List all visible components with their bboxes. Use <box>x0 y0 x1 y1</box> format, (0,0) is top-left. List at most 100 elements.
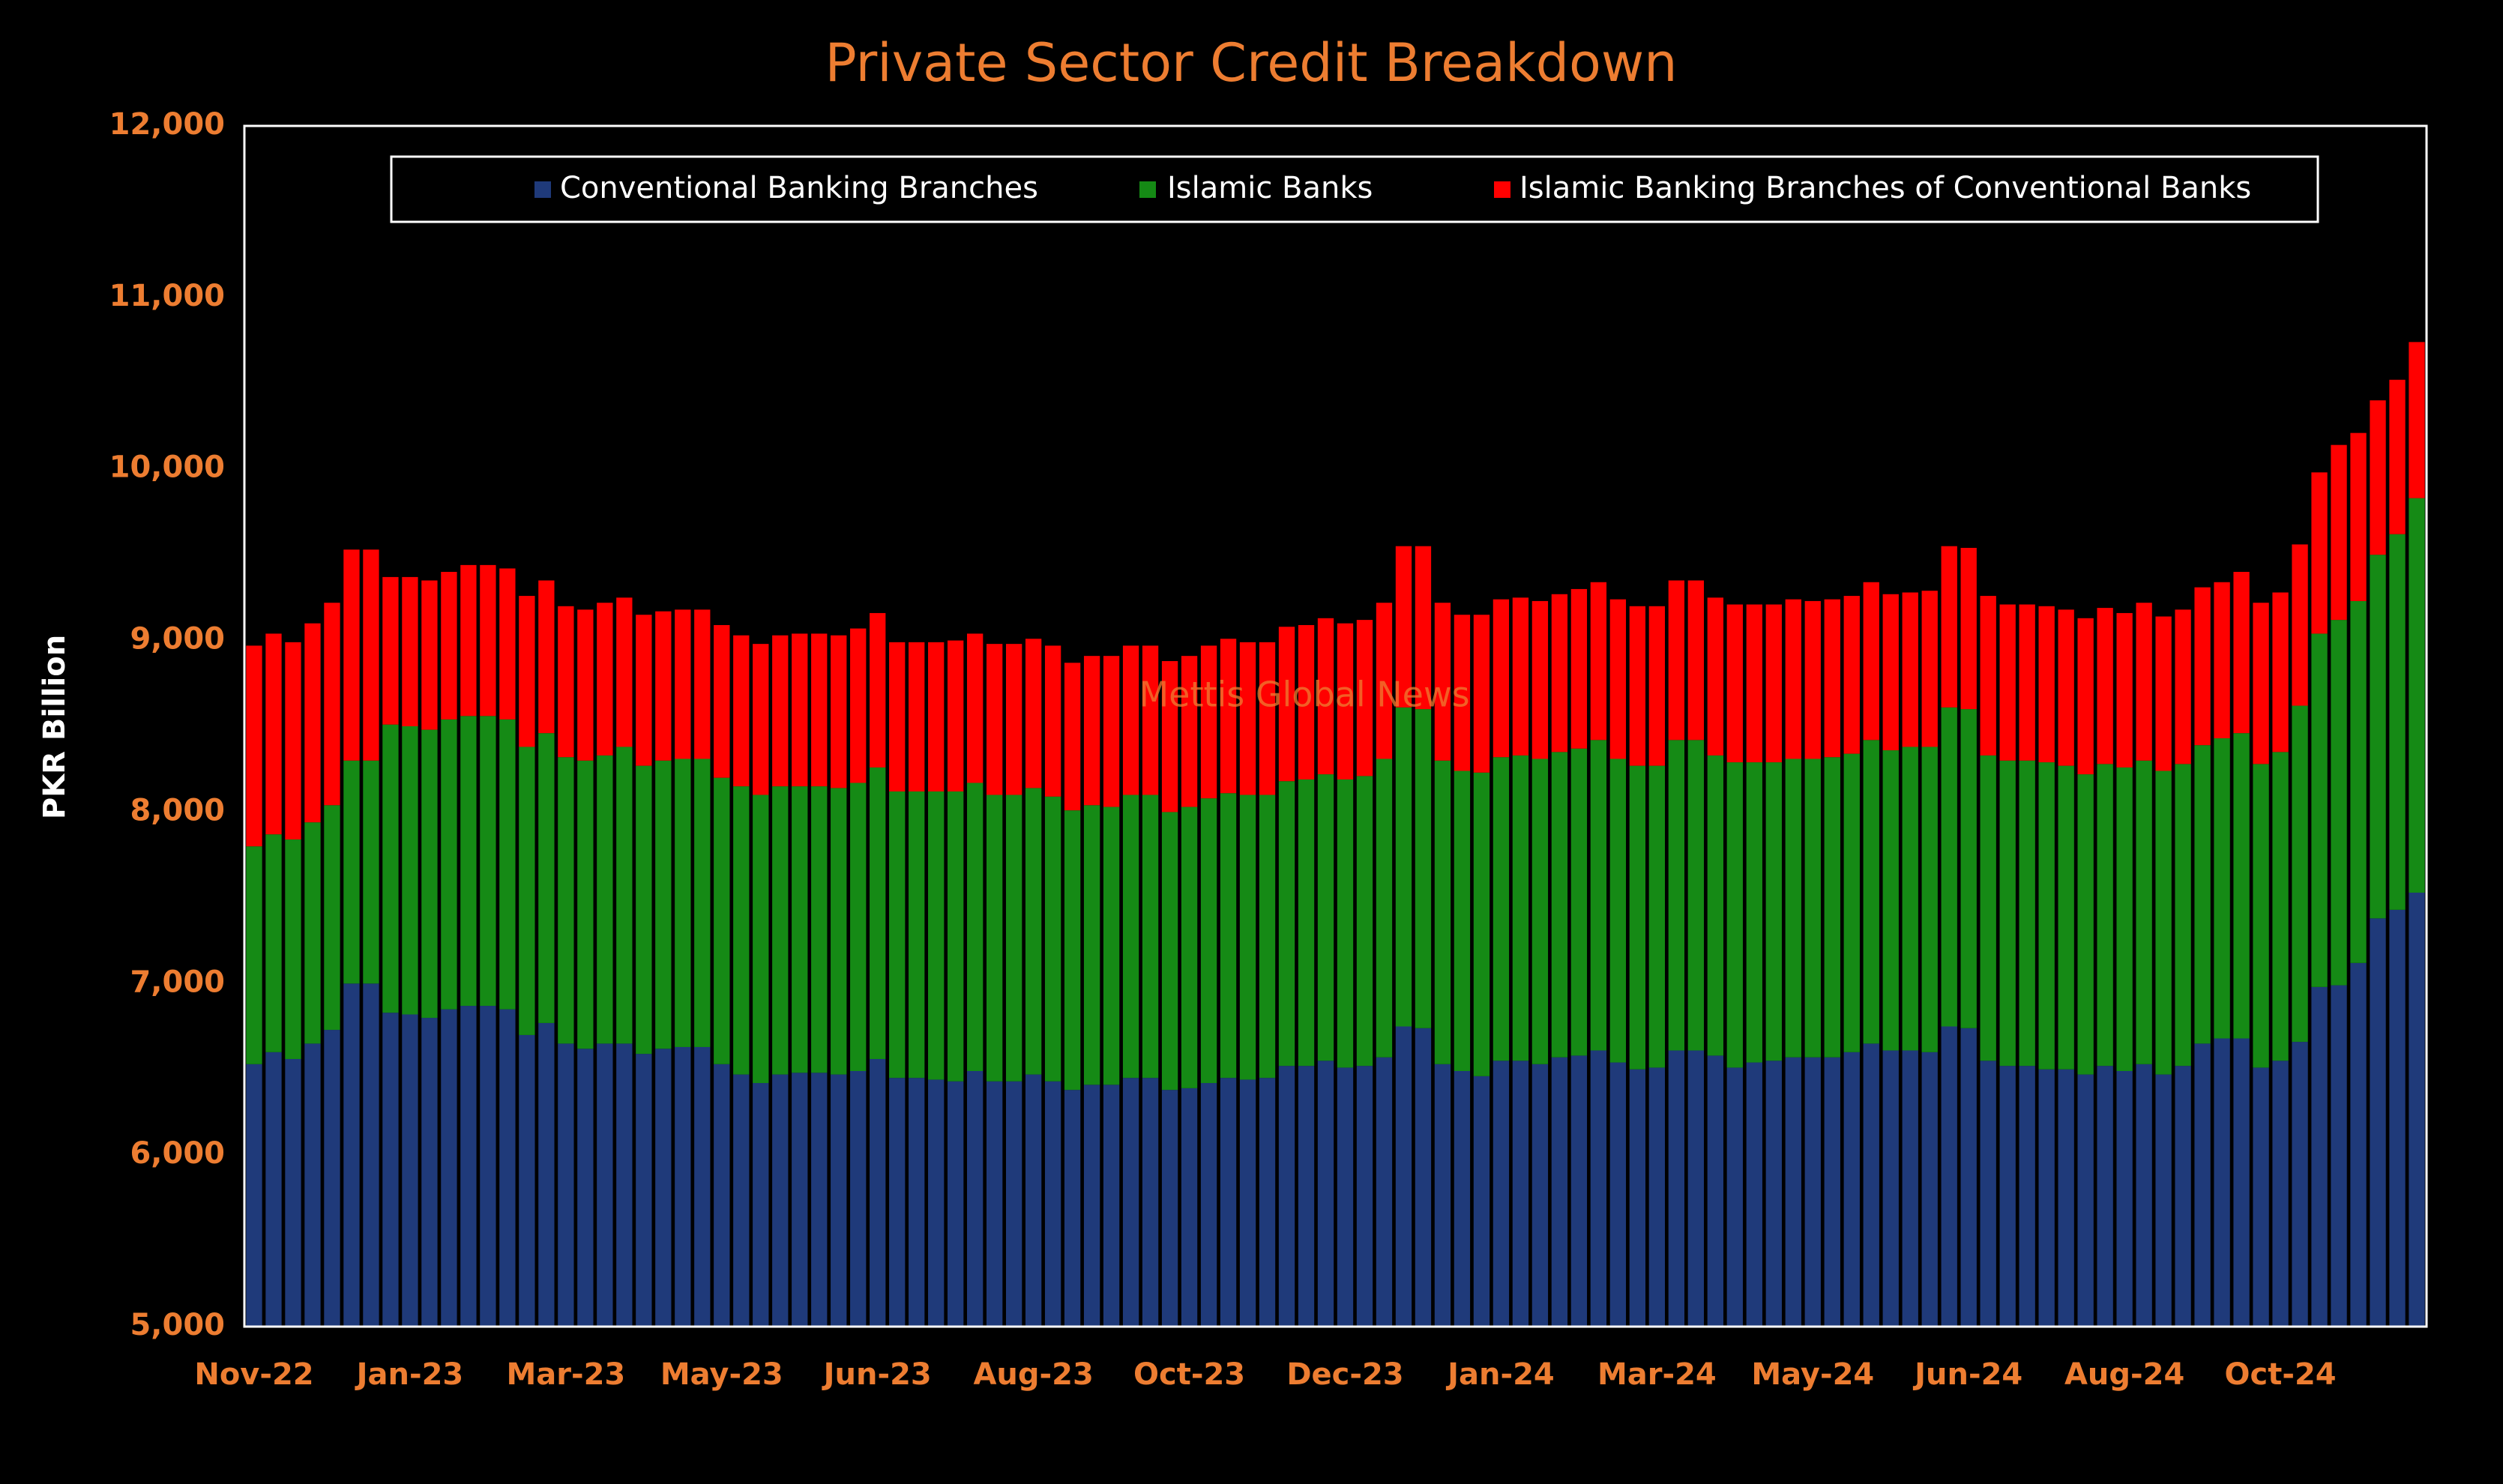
bar-segment <box>1746 604 1762 763</box>
bar-segment <box>772 635 789 787</box>
bar-segment <box>1804 758 1821 1058</box>
bar-segment <box>1493 757 1510 1061</box>
bar-segment <box>909 1078 925 1327</box>
bar-segment <box>1103 1085 1120 1327</box>
bar-segment <box>2038 1069 2055 1327</box>
bar-segment <box>1941 1026 1957 1327</box>
bar-segment <box>2058 1069 2074 1327</box>
bar-segment <box>1824 1057 1840 1327</box>
bar-segment <box>1863 740 1879 1044</box>
bar-segment <box>694 609 711 759</box>
bar-segment <box>246 1064 262 1327</box>
bar-segment <box>1376 603 1393 759</box>
bar-segment <box>1356 776 1373 1067</box>
bar-segment <box>694 1046 711 1327</box>
bar-segment <box>1531 600 1549 759</box>
bar-segment <box>538 580 555 734</box>
y-tick-label: 5,000 <box>130 1308 225 1342</box>
bar-segment <box>402 726 418 1015</box>
bar-segment <box>2272 592 2289 752</box>
bar-segment <box>1843 753 1860 1052</box>
bar-segment <box>2175 764 2191 1067</box>
bar-segment <box>792 786 808 1073</box>
bar-segment <box>1570 588 1588 749</box>
bar-segment <box>636 615 652 766</box>
bar-segment <box>1629 1069 1646 1327</box>
bar-segment <box>1259 642 1276 795</box>
bar-segment <box>1122 1078 1139 1327</box>
bar-segment <box>2097 1066 2113 1327</box>
bar-segment <box>558 606 574 758</box>
bar-segment <box>1278 1066 1295 1327</box>
bar-segment <box>421 580 438 730</box>
bar-segment <box>1941 546 1957 708</box>
bar-segment <box>948 1081 964 1327</box>
bar-segment <box>2331 444 2347 621</box>
bar-segment <box>1220 1078 1237 1327</box>
bar-segment <box>909 791 925 1079</box>
bar-segment <box>558 757 574 1044</box>
bar-segment <box>1765 762 1782 1061</box>
bar-segment <box>1200 798 1217 1084</box>
bar-segment <box>889 642 906 791</box>
bar-segment <box>2097 764 2113 1067</box>
bar-segment <box>1512 597 1529 755</box>
bar-segment <box>1785 599 1801 759</box>
bar-segment <box>2116 1071 2133 1327</box>
bar-segment <box>2019 1066 2035 1327</box>
bar-segment <box>1863 582 1879 741</box>
bar-segment <box>343 983 360 1327</box>
x-tick-label: Nov-22 <box>194 1357 313 1392</box>
bars <box>246 342 2425 1327</box>
bar-segment <box>2409 342 2425 498</box>
bar-segment <box>850 628 867 783</box>
bar-segment <box>285 839 301 1059</box>
x-tick-label: Jan-24 <box>1445 1357 1555 1392</box>
bar-segment <box>1960 547 1977 710</box>
bar-segment <box>986 644 1003 795</box>
bar-segment <box>480 716 496 1007</box>
bar-segment <box>2077 618 2094 775</box>
bar-segment <box>928 791 945 1080</box>
bar-segment <box>2350 962 2367 1327</box>
bar-segment <box>538 733 555 1023</box>
bar-segment <box>616 597 633 747</box>
bar-segment <box>1921 591 1938 747</box>
bar-segment <box>772 786 789 1075</box>
bar-segment <box>1415 709 1432 1028</box>
bar-segment <box>441 572 457 720</box>
bar-segment <box>655 1049 672 1327</box>
bar-segment <box>2038 762 2055 1070</box>
bar-segment <box>1590 582 1607 741</box>
bar-segment <box>1434 1064 1451 1327</box>
bar-segment <box>1064 663 1081 811</box>
bar-segment <box>1122 645 1139 795</box>
bar-segment <box>1687 740 1704 1051</box>
bar-segment <box>792 1073 808 1327</box>
bar-segment <box>382 576 399 725</box>
bar-segment <box>1668 1050 1685 1327</box>
y-tick-label: 9,000 <box>130 622 225 657</box>
bar-segment <box>1473 772 1490 1076</box>
bar-segment <box>2214 582 2230 739</box>
bar-segment <box>889 1078 906 1327</box>
x-tick-label: Jun-23 <box>822 1357 932 1392</box>
bar-segment <box>402 576 418 726</box>
bar-segment <box>1395 1026 1412 1327</box>
legend-swatch <box>1494 181 1510 198</box>
bar-segment <box>1609 758 1627 1063</box>
bar-segment <box>499 1009 516 1327</box>
bar-segment <box>714 624 730 778</box>
bar-segment <box>265 633 282 835</box>
bar-segment <box>1395 546 1412 708</box>
bar-segment <box>246 645 262 847</box>
bar-segment <box>1551 1057 1568 1327</box>
bar-segment <box>1648 1067 1666 1327</box>
bar-segment <box>480 564 496 717</box>
bar-segment <box>1726 762 1743 1068</box>
bar-segment <box>1161 661 1178 812</box>
bar-segment <box>1921 1052 1938 1327</box>
bar-segment <box>1668 580 1685 741</box>
bar-segment <box>441 719 457 1010</box>
